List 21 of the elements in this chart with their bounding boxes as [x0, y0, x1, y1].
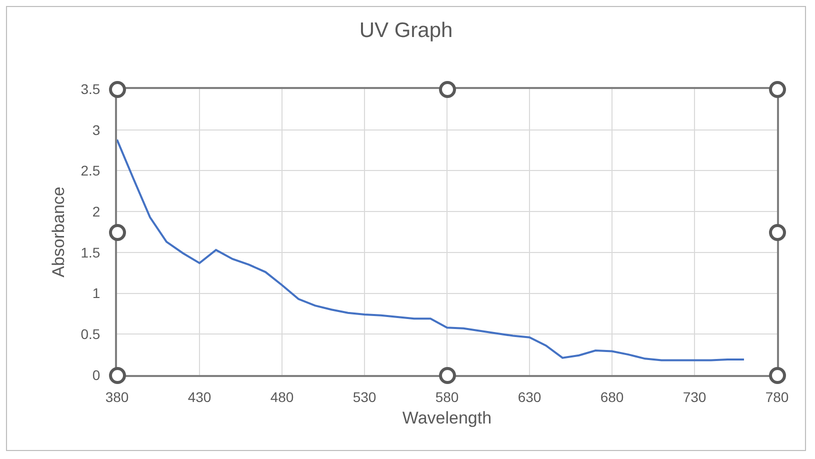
chart-title: UV Graph [359, 19, 453, 42]
y-tick-label: 3 [92, 122, 100, 138]
x-tick-label: 530 [352, 388, 376, 405]
x-tick-label: 730 [682, 388, 706, 405]
y-tick-label: 3.5 [80, 80, 100, 97]
y-tick-label: 2.5 [80, 162, 100, 179]
x-tick-label: 430 [188, 388, 212, 405]
line-series [117, 138, 745, 362]
x-tick-label: 630 [518, 388, 542, 405]
x-tick-label: 380 [105, 388, 129, 405]
y-tick-label: 1.5 [80, 244, 100, 260]
x-tick-label: 480 [270, 388, 294, 405]
y-tick-label: 0 [92, 366, 100, 383]
x-axis-title: Wavelength [402, 408, 492, 428]
y-tick-label: 2 [92, 203, 100, 220]
y-tick-label: 1 [92, 285, 100, 302]
x-tick-label: 580 [435, 388, 459, 405]
x-tick-label: 680 [600, 388, 624, 405]
y-tick-label: 0.5 [80, 326, 100, 342]
x-tick-label: 780 [765, 388, 789, 405]
y-axis-title: Absorbance [48, 186, 68, 278]
